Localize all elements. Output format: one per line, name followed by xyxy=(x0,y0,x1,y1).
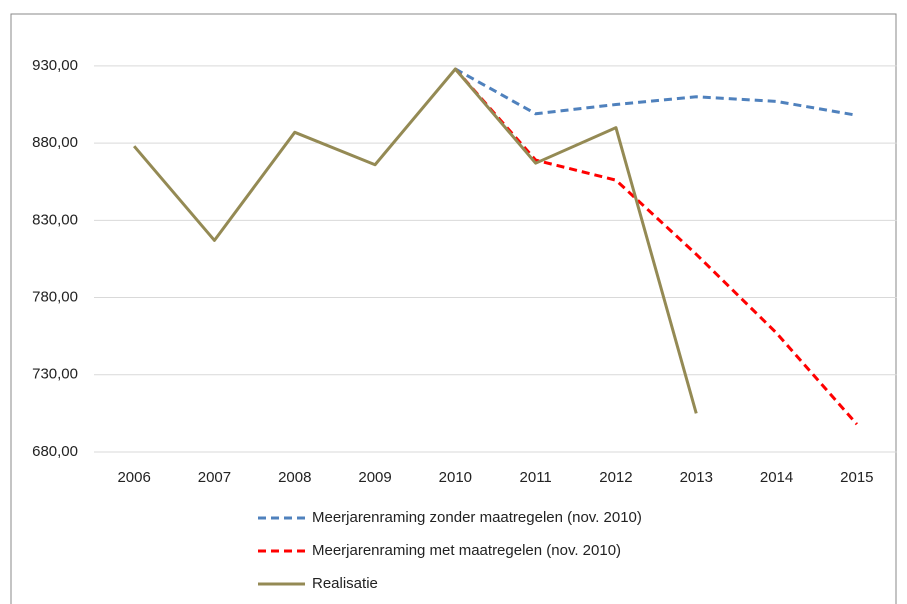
chart-border xyxy=(10,13,897,604)
y-tick-label: 830,00 xyxy=(32,211,78,228)
x-tick-label: 2010 xyxy=(439,469,472,486)
y-tick-label: 930,00 xyxy=(32,57,78,74)
y-tick-label: 730,00 xyxy=(32,366,78,383)
legend-label: Meerjarenraming met maatregelen (nov. 20… xyxy=(312,542,621,559)
x-tick-label: 2014 xyxy=(760,469,793,486)
legend-label: Meerjarenraming zonder maatregelen (nov.… xyxy=(312,509,642,526)
y-tick-label: 880,00 xyxy=(32,134,78,151)
y-tick-label: 680,00 xyxy=(32,443,78,460)
series-line xyxy=(454,67,858,426)
series-line xyxy=(454,67,858,117)
x-tick-label: 2015 xyxy=(840,469,873,486)
y-tick-label: 780,00 xyxy=(32,289,78,306)
series-line xyxy=(133,67,698,414)
x-tick-label: 2012 xyxy=(599,469,632,486)
x-tick-label: 2009 xyxy=(358,469,391,486)
x-tick-label: 2008 xyxy=(278,469,311,486)
x-tick-label: 2013 xyxy=(680,469,713,486)
legend-label: Realisatie xyxy=(312,575,378,592)
x-tick-label: 2006 xyxy=(117,469,150,486)
x-tick-label: 2011 xyxy=(520,469,552,486)
x-tick-label: 2007 xyxy=(198,469,231,486)
